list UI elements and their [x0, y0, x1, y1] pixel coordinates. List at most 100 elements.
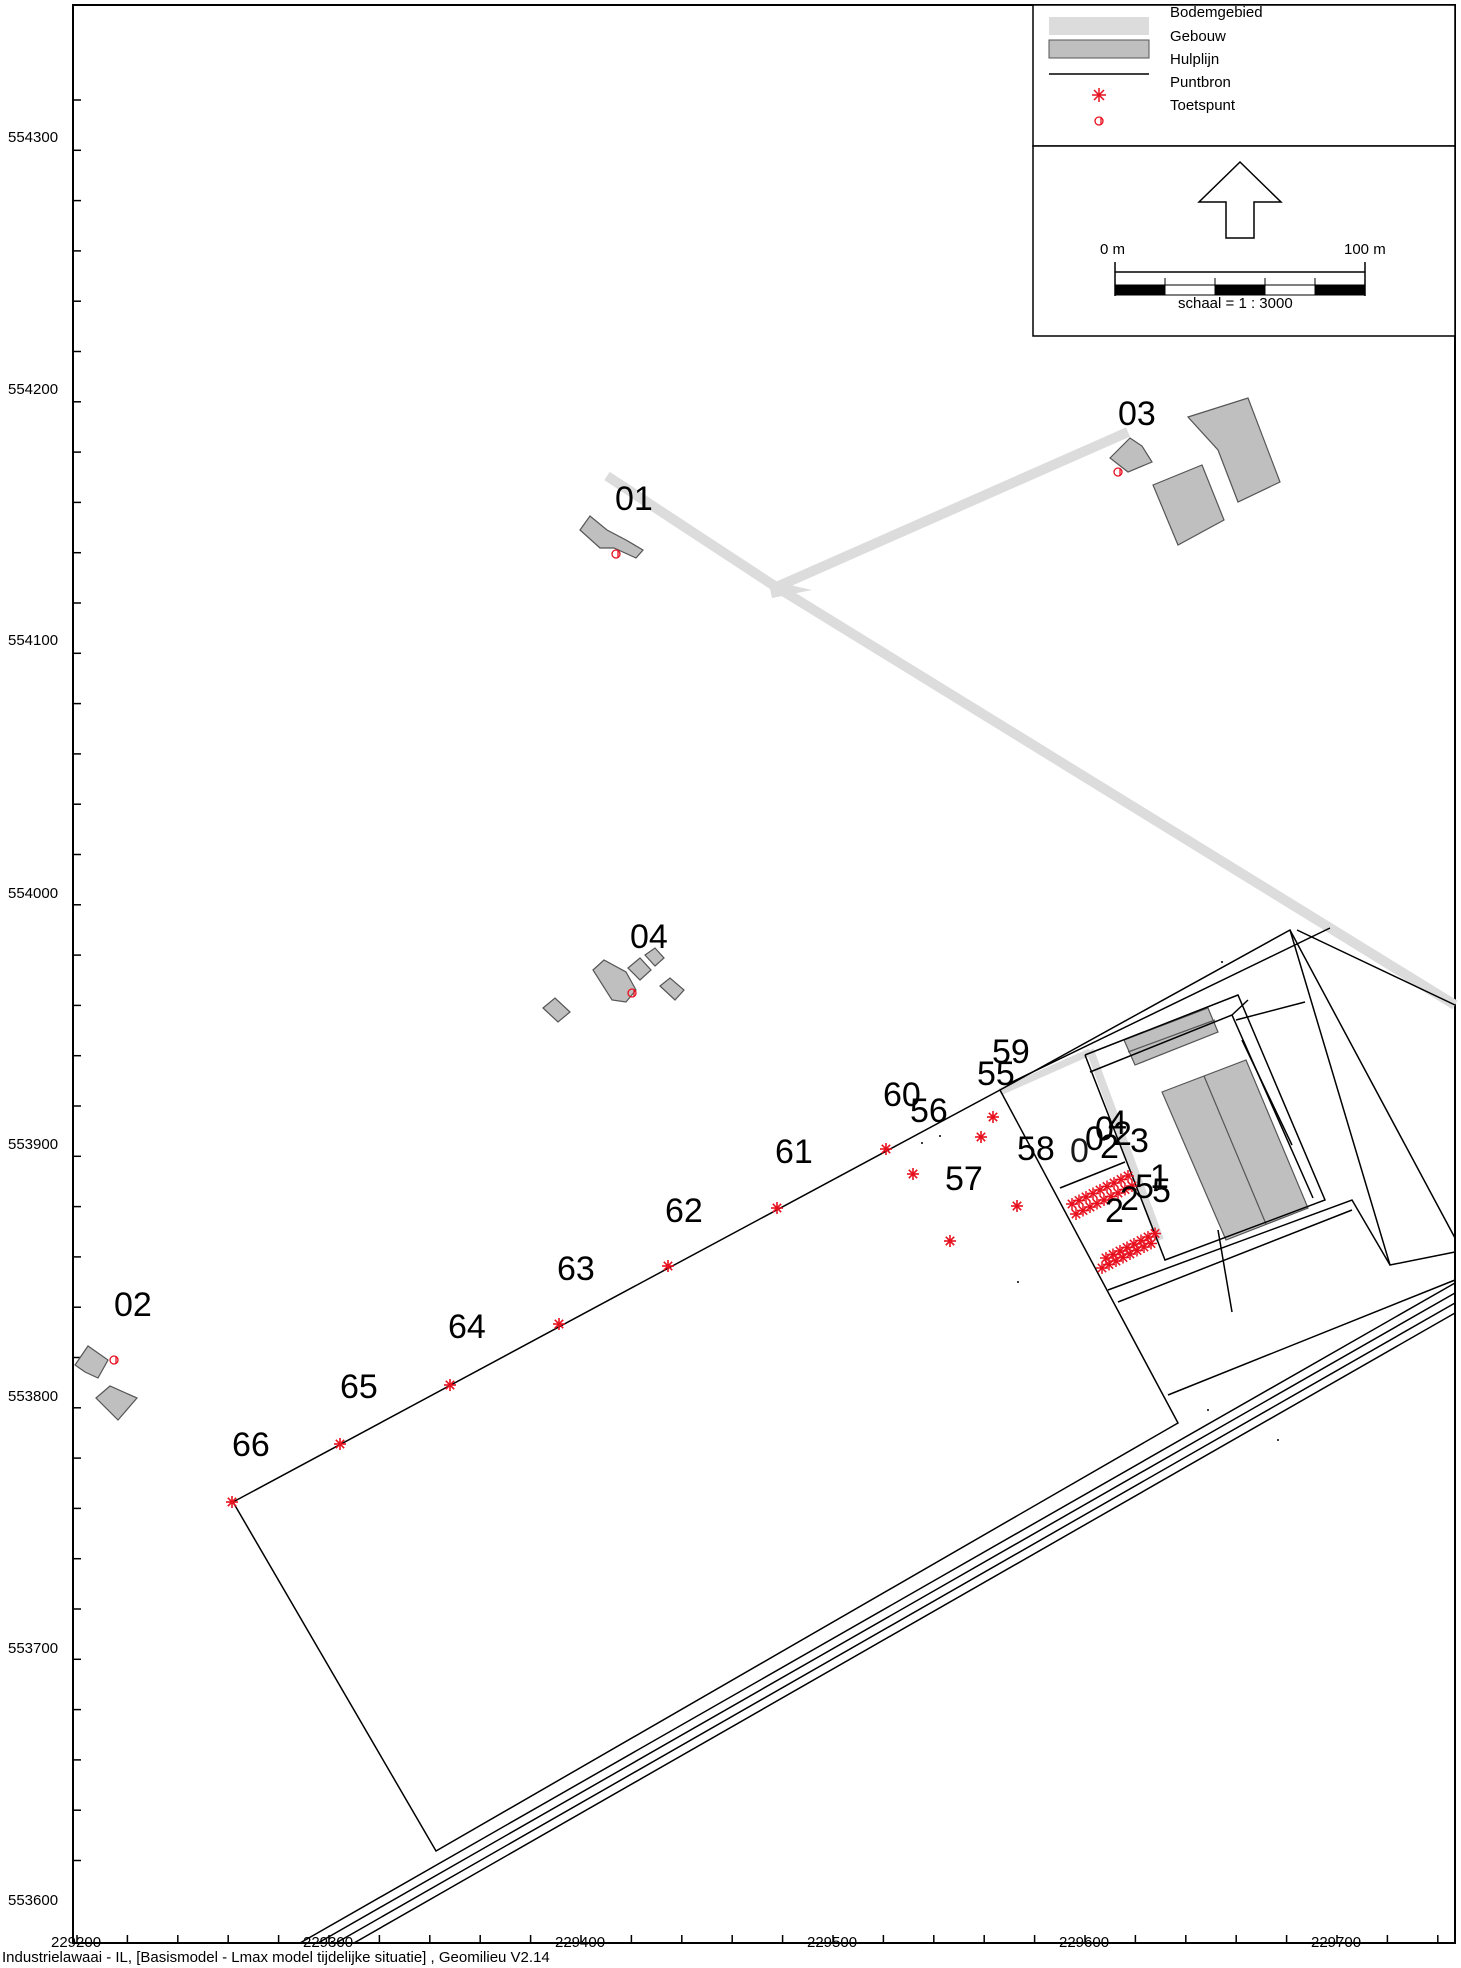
rail-line-1 [299, 1282, 1456, 1944]
building-04-b [627, 957, 652, 981]
puntbron-60 [880, 1143, 892, 1155]
dot [1207, 1409, 1209, 1411]
source-labels: 55 56 57 58 59 60 61 62 63 64 65 66 [232, 1033, 1055, 1464]
receptor-label-02: 02 [114, 1286, 152, 1324]
site-inner-8 [1217, 1229, 1233, 1313]
building-02-b [95, 1385, 138, 1421]
source-label-56: 56 [910, 1092, 948, 1130]
puntbron-cluster-point [1149, 1227, 1161, 1240]
source-label-63: 63 [557, 1250, 595, 1288]
building-03-hall-a [1186, 397, 1281, 503]
building-04-e [542, 997, 571, 1023]
receptor-icon [1094, 116, 1104, 126]
footer-text: Industrielawaai - IL, [Basismodel - Lmax… [2, 1949, 550, 1966]
x-tick-label: 229400 [555, 1934, 605, 1951]
site-east-edge [1296, 929, 1456, 1006]
source-label-65: 65 [340, 1368, 378, 1406]
y-tick-label: 554200 [8, 381, 58, 398]
puntbron-cluster [1066, 1170, 1161, 1274]
dot [1277, 1439, 1279, 1441]
x-tick-label: 229500 [807, 1934, 857, 1951]
puntbron-56 [907, 1168, 919, 1180]
dot [939, 1135, 941, 1137]
x-axis-labels: 229200 229300 229400 229500 229600 22970… [51, 1934, 1361, 1951]
y-tick-label: 554100 [8, 632, 58, 649]
dot [1221, 961, 1223, 963]
building-04-main [592, 959, 637, 1003]
legend-label-hulplijn: Hulplijn [1170, 51, 1219, 68]
cluster-labels: 0 0 0 4 2 2 3 2 2 5 5 1 [1070, 1104, 1171, 1230]
legend-label-puntbron: Puntbron [1170, 74, 1231, 91]
source-label-60: 60 [883, 1076, 921, 1114]
site-inner-building [1084, 994, 1326, 1261]
source-label-64: 64 [448, 1308, 486, 1346]
site-inner-7 [1167, 1279, 1456, 1396]
puntbron-58 [1011, 1200, 1023, 1212]
site-inner-10 [1235, 1001, 1306, 1021]
scalebar-right-label: 100 m [1344, 241, 1386, 258]
building-site-top-line [1127, 1019, 1216, 1053]
x-tick-label: 229700 [1311, 1934, 1361, 1951]
toetspunt-01 [611, 549, 621, 559]
building-04-d [659, 977, 685, 1001]
cluster-label-overlap: 2 [1120, 1180, 1139, 1218]
x-axis-ticks [76, 1935, 1439, 1943]
cluster-label-overlap: 2 [1105, 1192, 1124, 1230]
source-label-62: 62 [665, 1192, 703, 1230]
receptor-label-03: 03 [1118, 395, 1156, 433]
puntbron-layer [226, 1111, 1023, 1508]
hulplijn-layer [232, 927, 1456, 1944]
x-tick-label: 229200 [51, 1934, 101, 1951]
puntbron-55 [987, 1111, 999, 1123]
building-03-hall-b [1152, 464, 1225, 546]
source-label-61: 61 [775, 1133, 813, 1171]
building-02-a [74, 1345, 109, 1379]
puntbron-62 [662, 1260, 674, 1272]
site-inner-9 [1241, 1039, 1293, 1146]
minor-dots [921, 961, 1279, 1441]
y-tick-label: 553900 [8, 1136, 58, 1153]
toetspunt-layer [109, 467, 1123, 1365]
rail-line-3 [335, 1302, 1456, 1944]
site-north-edge [1009, 927, 1331, 1084]
cluster-label-overlap: 1 [1150, 1158, 1169, 1196]
bodemgebied-layer [604, 427, 1458, 1242]
y-tick-label: 554000 [8, 885, 58, 902]
dot [921, 1142, 923, 1144]
puntbron-cluster-point [1145, 1237, 1157, 1250]
bodemgebied-site-path-2 [998, 1048, 1092, 1096]
legend-box: Bodemgebied Gebouw Hulplijn Puntbron Toe… [1032, 4, 1456, 147]
property-boundary [232, 1088, 1180, 1853]
puntbron-65 [334, 1438, 346, 1450]
building-03-house [1109, 437, 1153, 473]
source-label-66: 66 [232, 1426, 270, 1464]
map-frame [72, 4, 1456, 1944]
dot [1017, 1281, 1019, 1283]
cluster-label-overlap: 0 [1070, 1132, 1089, 1170]
source-label-59: 59 [992, 1033, 1030, 1071]
site-inner-6 [1117, 1209, 1353, 1303]
toetspunt-04 [627, 988, 637, 998]
bodemgebied-road-branch [769, 427, 1131, 594]
puntbron-56b [975, 1131, 987, 1143]
y-tick-label: 553700 [8, 1640, 58, 1657]
site-east-boundary [1289, 929, 1456, 1266]
scalebar [1114, 262, 1366, 296]
rail-line-2 [317, 1292, 1456, 1944]
y-axis-labels: 554300 554200 554100 554000 553900 55380… [8, 129, 58, 1909]
toetspunt-03 [1113, 467, 1123, 477]
puntbron-57 [944, 1235, 956, 1247]
puntbron-63 [553, 1318, 565, 1330]
scalebar-scale-text: schaal = 1 : 3000 [1178, 295, 1293, 312]
x-tick-label: 229600 [1059, 1934, 1109, 1951]
y-tick-label: 553800 [8, 1388, 58, 1405]
puntbron-61 [771, 1202, 783, 1214]
y-tick-label: 553600 [8, 1892, 58, 1909]
receptor-labels: 01 02 03 04 [114, 395, 1156, 1324]
north-scale-box: 0 m 100 m schaal = 1 : 3000 [1032, 145, 1456, 337]
toetspunt-02 [109, 1355, 119, 1365]
bodemgebied-junction [768, 580, 812, 598]
building-01 [579, 515, 644, 559]
puntbron-cluster-point [1126, 1180, 1138, 1192]
